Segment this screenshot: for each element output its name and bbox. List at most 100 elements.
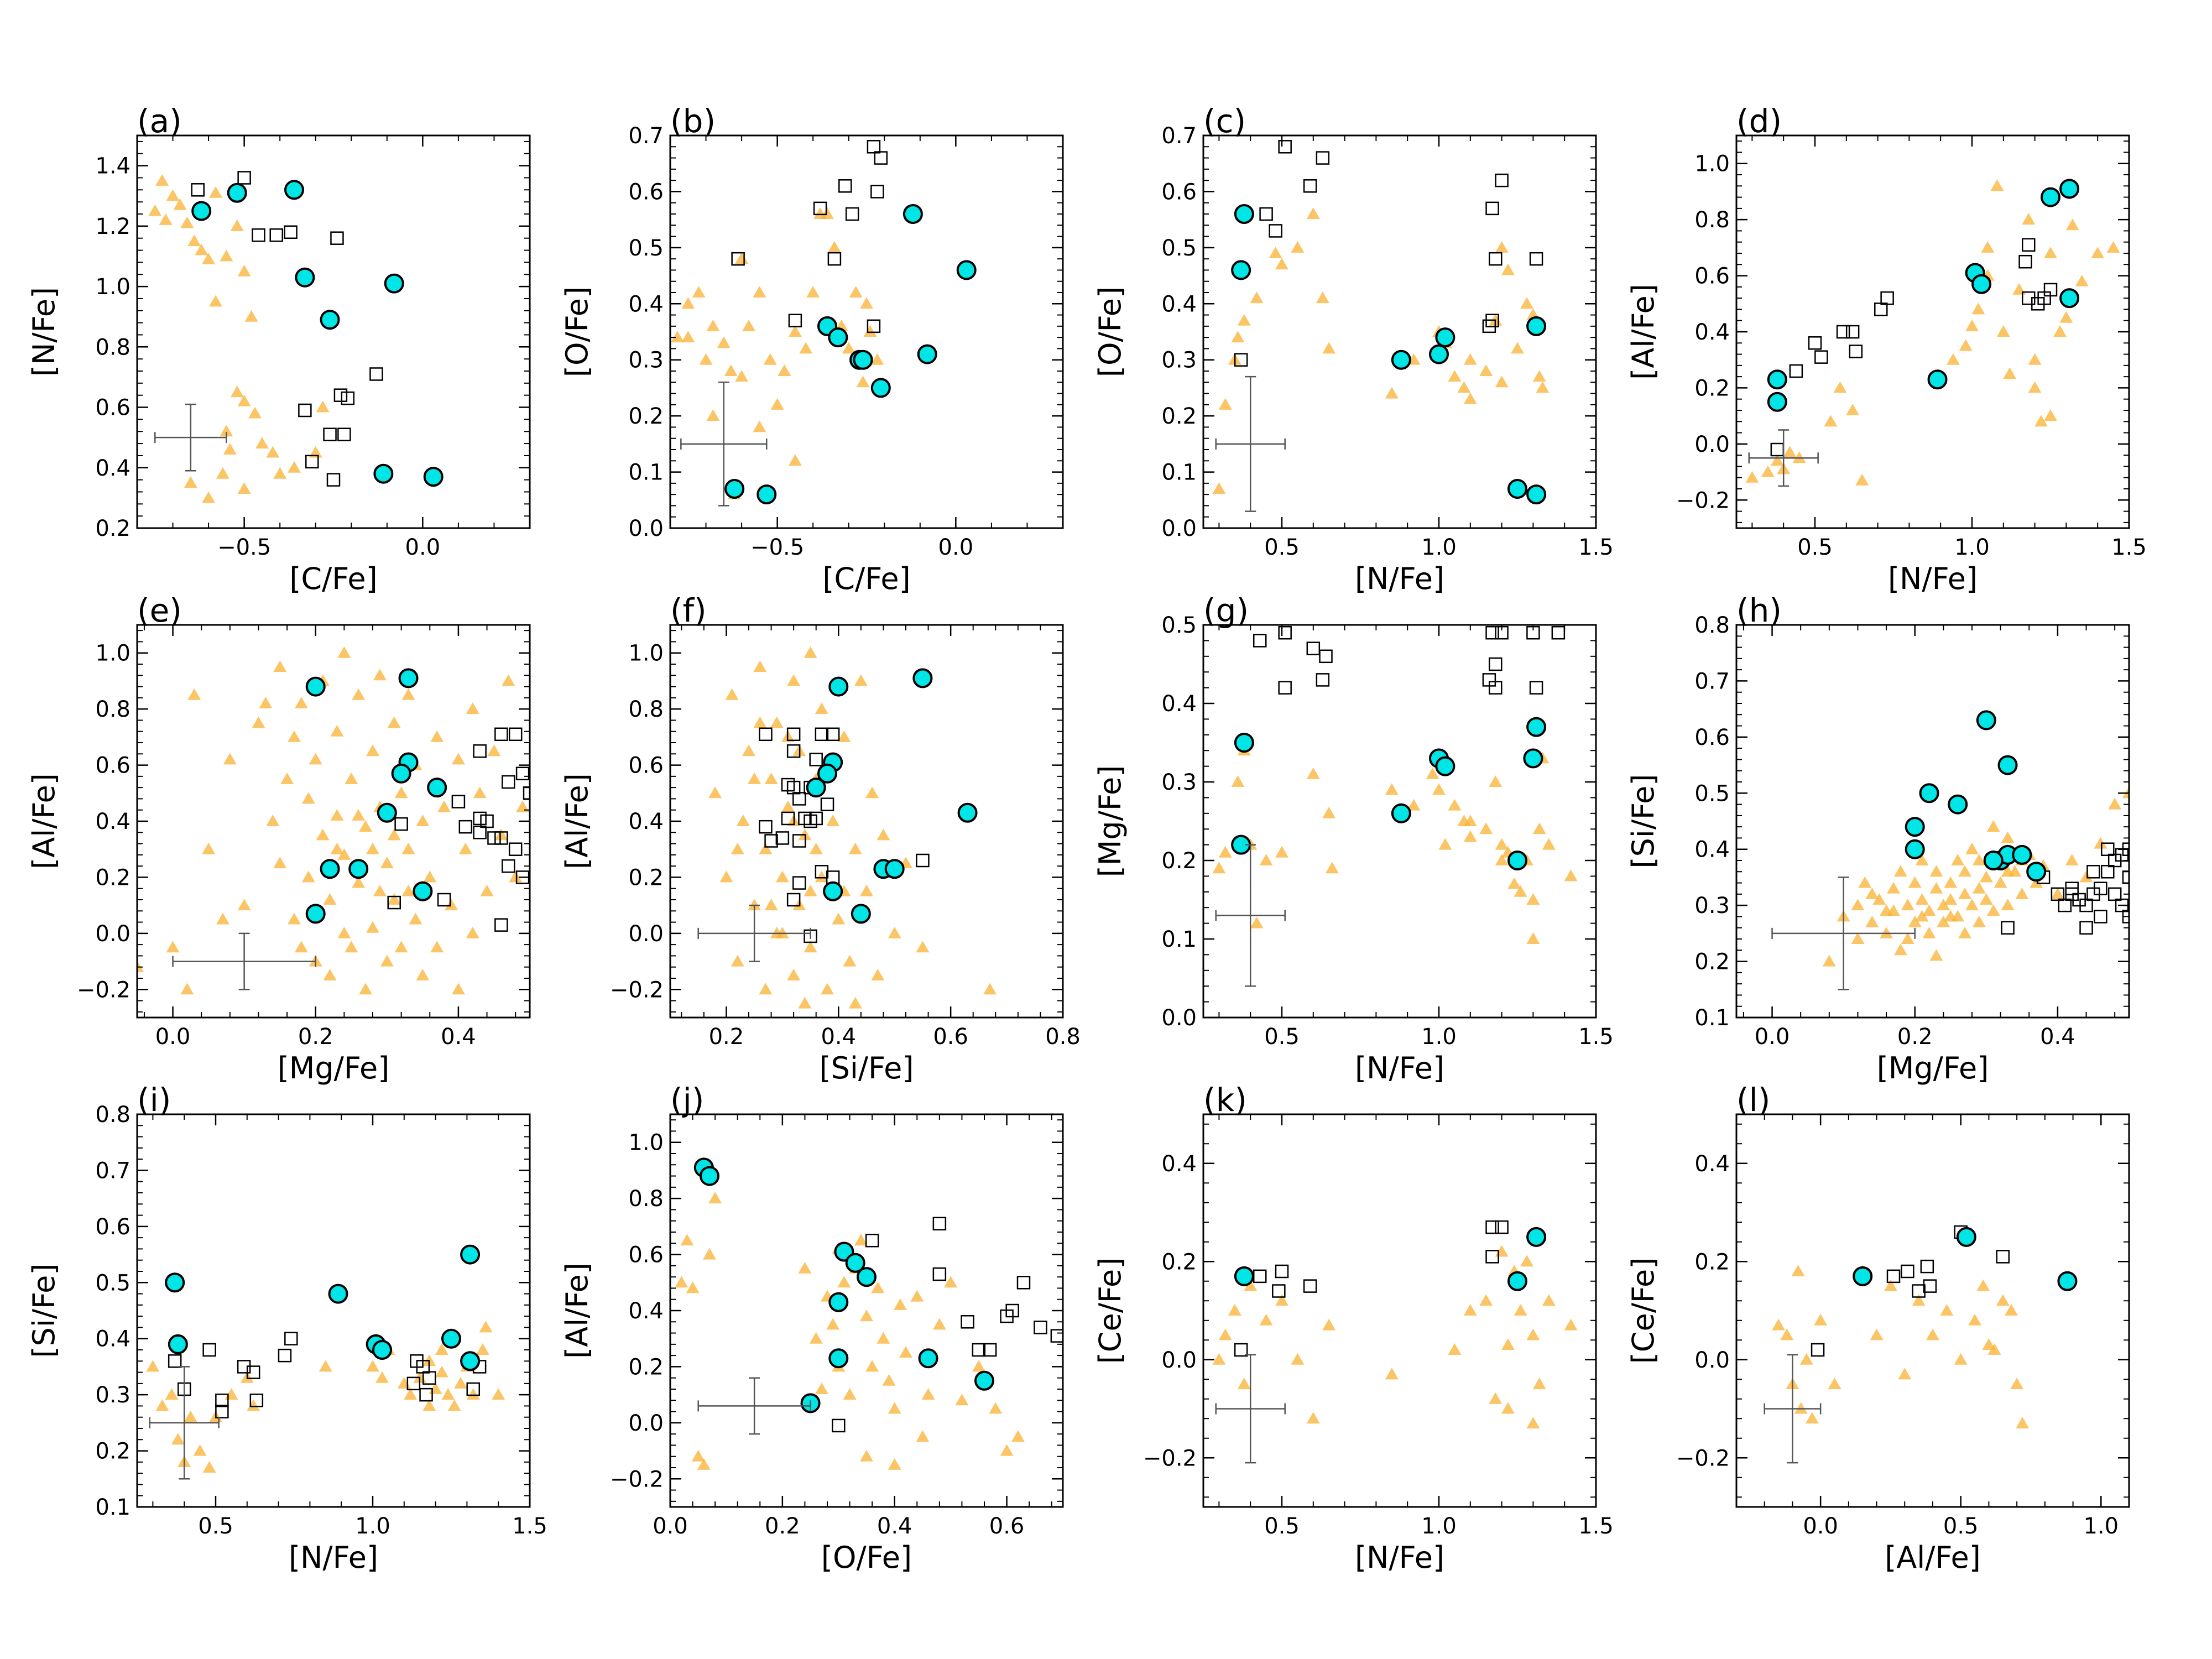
triangle-point [849,286,863,298]
triangle-point [266,446,280,458]
triangle-point [1532,1378,1546,1390]
square-point [1005,1303,1019,1318]
triangle-point [1322,1318,1336,1331]
circle-point [1905,817,1925,837]
y-tick-label: 0.2 [95,865,131,890]
triangle-point [1791,1265,1805,1276]
square-point [326,473,341,487]
triangle-point [473,786,487,799]
y-tick-label: 0.1 [628,460,664,486]
triangle-point [516,800,530,812]
triangle-point [1526,893,1540,905]
square-point [406,1376,421,1391]
triangle-point [1944,910,1958,922]
triangle-point [273,660,287,672]
triangle-point [1322,342,1336,354]
square-point [983,1343,997,1357]
y-axis-label: [Al/Fe] [560,773,594,869]
square-point [1488,681,1503,695]
triangle-point [435,1343,448,1355]
triangle-point [699,353,713,365]
square-point [284,1332,298,1345]
triangle-point [1833,381,1847,393]
triangle-point [848,842,862,854]
circle-point [284,180,304,200]
error-bar [697,904,811,962]
y-tick-label: 0.4 [1161,1151,1197,1177]
square-point [845,207,859,221]
circle-point [918,1348,938,1369]
y-tick-label: 0.0 [1161,516,1197,541]
triangle-point [2122,786,2129,799]
square-point [473,811,487,826]
panel-label: (j) [670,1081,704,1119]
x-tick-label: 0.8 [1045,1024,1081,1050]
triangle-point [843,954,857,967]
circle-point [2041,187,2060,207]
y-axis-label: [Si/Fe] [27,1264,61,1358]
triangle-point [870,353,884,365]
square-point [874,151,888,165]
square-point [252,228,265,242]
square-point [487,831,501,845]
triangle-point [1937,915,1950,927]
triangle-point [826,815,840,826]
triangle-point [686,1281,700,1293]
triangle-point [1979,870,1993,883]
triangle-point [1306,207,1320,219]
circle-point [1507,851,1527,870]
x-axis-label: [C/Fe] [822,561,910,596]
triangle-point [316,828,330,841]
triangle-point [1275,846,1288,858]
square-point [1316,151,1330,165]
triangle-point [877,1332,890,1344]
square-point [1234,1343,1248,1357]
triangle-point [1951,854,1965,865]
triangle-point [1799,1353,1813,1365]
x-tick-label: 0.5 [1264,535,1300,560]
triangle-point [366,921,379,933]
triangle-point [352,876,366,888]
triangle-point [1432,783,1446,795]
triangle-point [476,1343,489,1355]
circle-point [1526,1227,1547,1247]
square-point [1319,649,1333,664]
triangle-point [1228,1304,1241,1316]
square-point [298,403,312,418]
circle-point [1234,1266,1254,1286]
triangle-point [826,1318,840,1330]
square-point [2079,921,2093,935]
triangle-point [1940,1304,1954,1316]
triangle-point [1426,767,1439,779]
triangle-point [394,941,408,953]
triangle-point [171,1433,185,1445]
triangle-point [735,370,749,382]
triangle-point [184,1410,197,1422]
y-tick-label: 0.5 [628,236,664,261]
triangle-point [430,941,444,953]
square-point [269,228,283,242]
triangle-point [804,941,817,953]
triangle-point [330,808,344,821]
triangle-point [1536,381,1550,393]
triangle-point [1846,404,1860,415]
triangle-point [288,912,301,925]
triangle-point [1526,932,1540,944]
y-tick-label: 0.6 [1694,725,1730,750]
x-axis-label: [N/Fe] [1355,1540,1444,1575]
circle-point [817,763,837,784]
triangle-point [1526,1328,1540,1340]
circle-point [828,327,848,348]
triangle-point [1564,1318,1578,1331]
triangle-point [159,213,173,225]
y-tick-label: 0.8 [95,1102,131,1128]
square-point [246,1365,260,1379]
triangle-point [753,286,766,298]
triangle-point [804,646,817,658]
triangle-point [323,893,337,905]
x-tick-label: 1.5 [2111,535,2147,560]
triangle-point [441,1388,455,1400]
x-tick-label: 1.5 [1578,1514,1614,1539]
square-point [2079,898,2093,912]
y-axis-label: [Ce/Fe] [1626,1258,1661,1364]
